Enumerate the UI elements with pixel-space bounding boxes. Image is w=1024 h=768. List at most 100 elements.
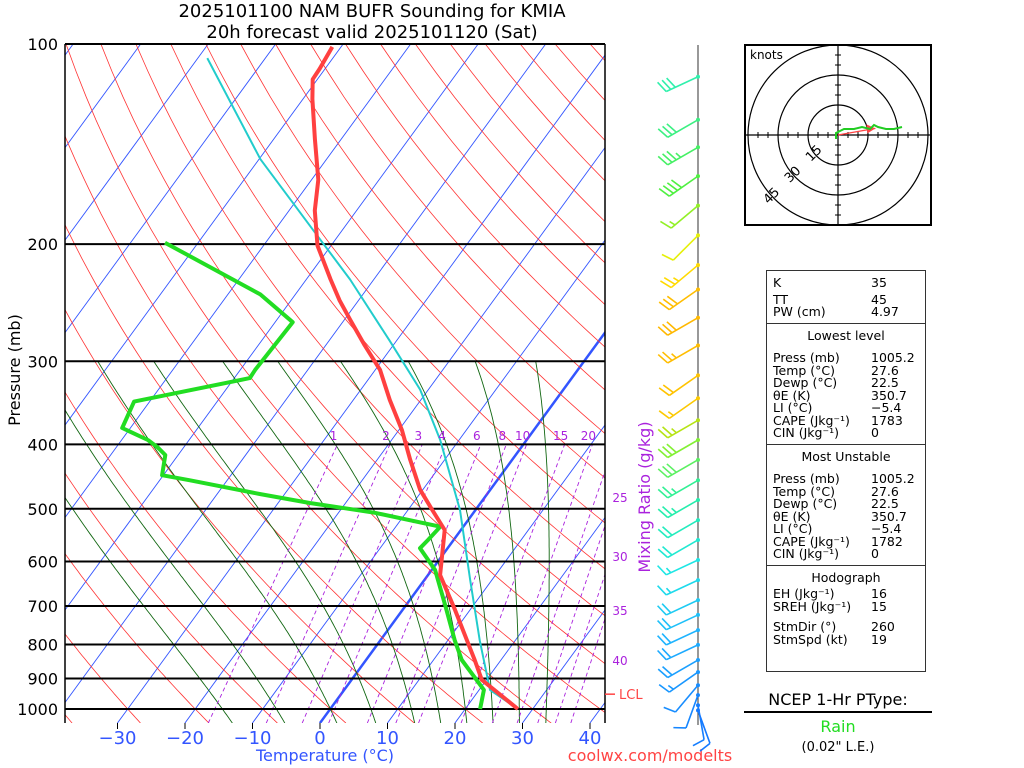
wind-barb-shaft [667, 479, 699, 499]
wind-barb-flag [662, 465, 673, 476]
temperature-tick-label: 20 [444, 728, 467, 749]
wind-barb-flag [666, 295, 678, 305]
temperature-tick-label: 10 [376, 728, 399, 749]
wind-barb-flag [662, 545, 673, 556]
wind-barb [657, 642, 700, 661]
wind-barb-flag [661, 617, 672, 629]
wind-barb [657, 598, 700, 616]
wind-barb-flag [661, 253, 674, 261]
dry-adiabat [205, 44, 605, 524]
pressure-tick-label: 500 [27, 500, 58, 519]
wind-barb-dot [696, 537, 700, 542]
stat-row: Dewp (°C) 22.5 [773, 376, 919, 390]
stat-value: 19 [871, 631, 887, 647]
wind-barb-dot [696, 642, 700, 647]
wind-barb [657, 117, 700, 138]
y-axis-label: Pressure (mb) [5, 314, 24, 426]
wind-barb-flag [662, 446, 673, 456]
stat-row: θE (K) 350.7 [773, 508, 919, 524]
wind-barb [663, 683, 700, 713]
mixing-ratio-line [328, 444, 447, 723]
wind-barb-dot [696, 418, 700, 423]
wind-barb [657, 418, 700, 439]
wind-barb-dot [696, 74, 700, 79]
mixing-ratio-label: 2 [382, 429, 390, 443]
wind-barb-flag [662, 666, 673, 676]
stat-value: 0 [871, 425, 879, 440]
wind-barb-flag [670, 179, 683, 189]
mixing-ratio-label: 40 [612, 654, 627, 668]
wind-barb-flag [657, 508, 669, 519]
wind-barb-flag [657, 81, 667, 93]
wind-barb-flag [658, 410, 670, 419]
stat-label: TT [773, 291, 789, 307]
wind-barb-dot [696, 145, 700, 150]
wind-barb-shaft [667, 499, 699, 519]
stat-value: 260 [871, 619, 895, 634]
wind-barb-half [671, 507, 677, 514]
mixing-ratio-line [418, 444, 528, 723]
isotherm [65, 44, 547, 704]
stat-row: CIN (Jkg⁻¹) 0 [773, 425, 919, 440]
dry-adiabat [345, 44, 605, 348]
isotherm [387, 424, 605, 723]
pressure-tick-label: 100 [27, 35, 58, 54]
wind-barb-flag [657, 128, 669, 138]
wind-barb-flag [692, 738, 705, 747]
dry-adiabat [275, 44, 605, 435]
wind-barb-flag [663, 277, 676, 286]
wind-barb [657, 457, 700, 479]
parcel-trace [206, 57, 519, 710]
wind-barb-dot [696, 693, 700, 698]
hodograph-units: knots [750, 48, 783, 62]
wind-barb-flag [666, 182, 678, 192]
mixing-ratio-label: 25 [612, 491, 627, 505]
wind-barb-half [667, 684, 674, 690]
isotherm [65, 44, 277, 334]
wind-barb-flag [657, 448, 669, 459]
wind-barb [659, 203, 700, 229]
wind-barb-flag [662, 153, 673, 163]
wind-barb-shaft [667, 539, 699, 559]
wind-barbs [657, 74, 711, 752]
wind-barb-dot [696, 658, 700, 663]
stat-row: Temp (°C) 27.6 [773, 485, 919, 499]
stat-row: Press (mb) 1005.2 [773, 351, 919, 365]
stat-label: θE (K) [773, 508, 811, 524]
wind-barb [657, 315, 700, 336]
wind-barb-dot [696, 373, 700, 378]
mixing-ratio-label: 6 [473, 429, 481, 443]
stat-value: 350.7 [871, 387, 907, 403]
stats-panel: K 35 TT 45 PW (cm) 4.97 Lowest level Press … [766, 270, 926, 672]
wind-barb-flag [662, 125, 673, 136]
dewpoint-trace [120, 240, 486, 710]
wind-barb-half [665, 567, 672, 574]
temperature-trace [310, 45, 520, 711]
section-header: Lowest level [807, 327, 885, 343]
wind-barb-flag [659, 220, 672, 229]
wind-barb [657, 74, 700, 93]
wind-barb-flag [661, 79, 672, 90]
wind-barb-dot [696, 287, 700, 292]
stat-value: 4.97 [871, 304, 899, 319]
wind-barb-half [673, 277, 680, 282]
temperature-tick-label: −20 [166, 728, 204, 749]
wind-barb-dot [696, 498, 700, 503]
isotherm [117, 54, 605, 723]
stat-row: EH (Jkg⁻¹) 16 [773, 587, 919, 601]
wind-barb [657, 537, 700, 559]
wind-barb-flag [658, 387, 670, 397]
wind-barb-dot [696, 703, 700, 708]
wind-barb-shaft [697, 710, 711, 744]
stat-label: LI (°C) [773, 521, 813, 536]
wind-barb-flag [662, 298, 674, 308]
stat-label: K [773, 275, 782, 290]
wind-barb-shaft [665, 579, 699, 596]
mixing-ratio-line [491, 444, 593, 723]
stat-value: 45 [871, 291, 887, 307]
mixing-ratio-label: 30 [612, 550, 627, 564]
x-axis-label: Temperature (°C) [255, 746, 394, 765]
mixing-ratio-line [265, 444, 391, 723]
wind-barb-flag [666, 123, 677, 133]
